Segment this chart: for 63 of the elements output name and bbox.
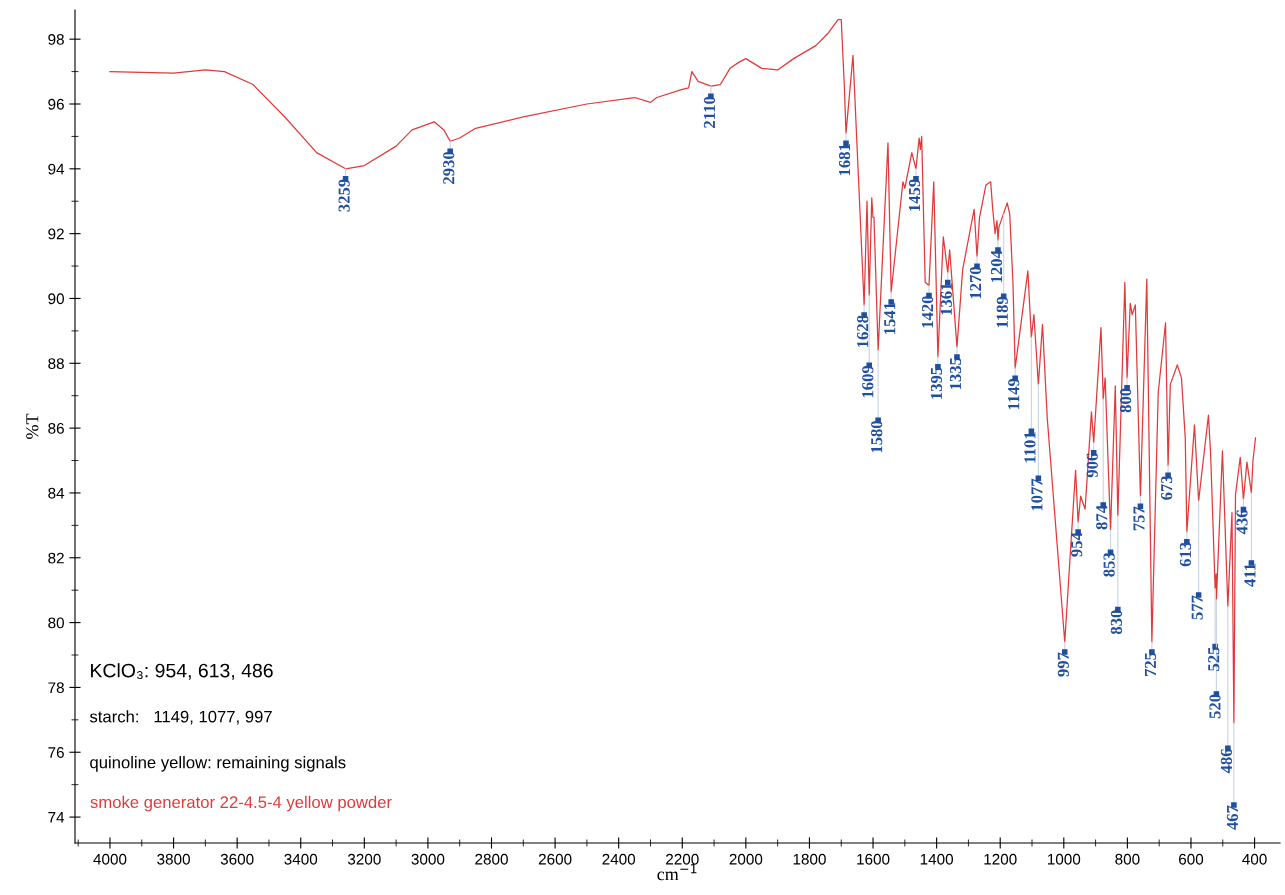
x-tick-label: 2600	[538, 853, 572, 865]
x-tick-label: 1200	[984, 853, 1017, 865]
y-tick-label: 94	[48, 163, 65, 175]
annotation: 1077	[1031, 478, 1043, 511]
y-tick-label: 86	[48, 422, 64, 434]
x-tick-label: 1600	[857, 853, 890, 865]
y-axis-title: %T	[26, 413, 39, 439]
x-tick-label: 2400	[602, 853, 636, 865]
annotation: 997	[1057, 652, 1069, 677]
x-tick-label: 400	[1242, 853, 1267, 865]
y-tick-label: 82	[48, 552, 64, 564]
annotation: 520	[1209, 694, 1221, 719]
y-tick-label: 74	[48, 812, 65, 823]
annotation: 1395	[930, 367, 943, 399]
annotation: 1628	[857, 315, 869, 347]
annotation: 577	[1191, 595, 1203, 620]
y-tick-label: 98	[48, 34, 64, 45]
annotation: 874	[1096, 505, 1108, 530]
annotation: 1101	[1024, 432, 1036, 463]
annotation: 673	[1161, 475, 1173, 500]
annotation: 1681	[838, 144, 851, 176]
x-tick-label: 2200	[666, 853, 699, 865]
annotation: 2930	[443, 151, 455, 184]
annotation: 800	[1119, 388, 1132, 413]
x-tick-label: 3200	[347, 853, 381, 865]
annotation: 1361	[940, 283, 952, 315]
annotation: 411	[1244, 563, 1256, 587]
y-tick-label: 96	[48, 98, 64, 110]
annotation: starch: 1149, 1077, 997	[89, 710, 272, 725]
annotation: 1459	[908, 179, 921, 211]
y-tick-label: 92	[48, 228, 64, 240]
annotation: 1580	[871, 420, 883, 453]
annotation: 525	[1208, 647, 1220, 671]
y-tick-label: 84	[48, 487, 65, 499]
annotation: 1420	[921, 296, 934, 328]
x-tick-label: 1400	[920, 853, 954, 865]
annotation: 467	[1226, 805, 1239, 830]
x-tick-label: 4000	[93, 853, 127, 865]
x-tick-label: 2800	[475, 853, 508, 865]
annotation: quinoline yellow: remaining signals	[90, 756, 346, 772]
x-tick-label: 2000	[729, 853, 763, 865]
x-tick-label: 600	[1179, 853, 1204, 865]
annotation: 725	[1144, 652, 1157, 677]
y-tick-label: 78	[48, 682, 64, 694]
annotation: 613	[1179, 542, 1192, 567]
y-tick-label: 76	[48, 747, 64, 758]
x-tick-label: 3000	[411, 853, 445, 865]
y-tick-label: 90	[48, 293, 64, 305]
x-tick-label: 3400	[284, 853, 318, 865]
y-tick-label: 80	[48, 617, 64, 629]
x-tick-label: 1000	[1047, 853, 1081, 865]
annotation: 757	[1133, 506, 1145, 531]
x-tick-label: 3800	[157, 853, 190, 865]
annotation: 486	[1220, 748, 1233, 774]
annotation: KClO₃: 954, 613, 486	[91, 663, 273, 680]
x-tick-label: 3600	[220, 853, 254, 865]
annotation: 1335	[949, 357, 962, 390]
annotation: 3259	[338, 179, 350, 212]
text: smoke generator 22-4.5-4 yellow powder	[90, 795, 392, 812]
x-tick-label: 1800	[793, 853, 826, 865]
annotation: 1541	[884, 302, 896, 334]
x-tick-label: 800	[1115, 853, 1140, 865]
y-tick-label: 88	[48, 358, 64, 369]
